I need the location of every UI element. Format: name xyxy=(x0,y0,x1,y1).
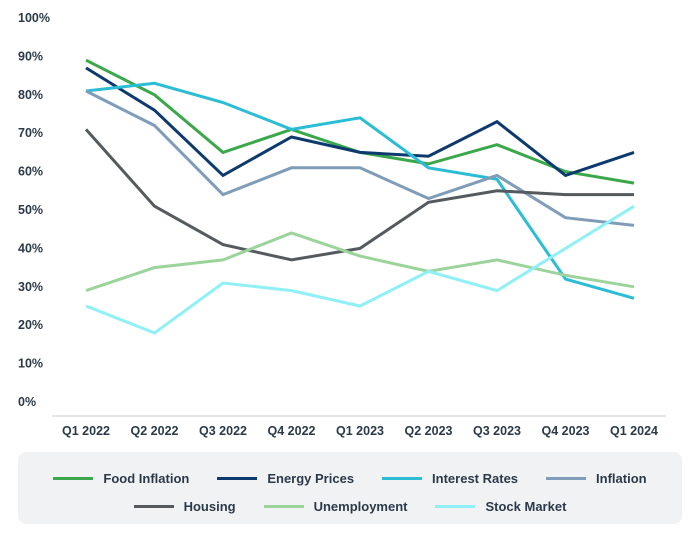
legend-label: Inflation xyxy=(596,470,647,486)
legend-label: Energy Prices xyxy=(267,470,355,486)
legend-label: Food Inflation xyxy=(103,470,190,486)
y-tick-label: 100% xyxy=(18,11,50,25)
y-tick-label: 30% xyxy=(18,280,43,294)
legend-item-interest-rates[interactable]: Interest Rates xyxy=(382,468,518,488)
y-tick-label: 80% xyxy=(18,88,43,102)
legend-item-unemployment[interactable]: Unemployment xyxy=(263,496,408,516)
legend-item-housing[interactable]: Housing xyxy=(133,496,236,516)
y-tick-label: 90% xyxy=(18,49,43,63)
series-line-stock-market[interactable] xyxy=(85,204,635,335)
series-line-interest-rates[interactable] xyxy=(85,81,635,300)
line-chart: 0% 10% 20% 30% 40% 50% 60% 70% 80% 90% 100% Q1 202… xyxy=(18,11,666,438)
legend-item-energy-prices[interactable]: Energy Prices xyxy=(217,468,354,488)
x-tick-label: Q1 2022 xyxy=(62,424,110,438)
x-tick-label: Q2 2022 xyxy=(131,424,179,438)
legend: Food Inflation Energy Prices Interest Ra… xyxy=(18,452,682,524)
legend-swatch xyxy=(263,504,304,508)
x-tick-label: Q4 2023 xyxy=(542,424,590,438)
x-tick-label: Q1 2024 xyxy=(610,424,658,438)
y-tick-label: 50% xyxy=(18,203,43,217)
legend-swatch xyxy=(53,476,94,480)
legend-item-stock-market[interactable]: Stock Market xyxy=(435,496,566,516)
series-line-inflation[interactable] xyxy=(85,89,635,227)
legend-item-food-inflation[interactable]: Food Inflation xyxy=(53,468,189,488)
series-lines xyxy=(84,58,635,335)
y-tick-label: 70% xyxy=(18,126,43,140)
legend-row: Food Inflation Energy Prices Interest Ra… xyxy=(18,468,682,488)
legend-label: Housing xyxy=(183,498,236,514)
x-axis-ticks: Q1 2022 Q2 2022 Q3 2022 Q4 2022 Q1 2023 Q2 20… xyxy=(62,424,658,438)
x-tick-label: Q4 2022 xyxy=(268,424,316,438)
legend-swatch xyxy=(546,476,587,480)
y-tick-label: 0% xyxy=(18,395,36,409)
y-axis-ticks: 0% 10% 20% 30% 40% 50% 60% 70% 80% 90% 100% xyxy=(18,11,50,409)
x-tick-label: Q3 2022 xyxy=(199,424,247,438)
x-tick-label: Q1 2023 xyxy=(336,424,384,438)
y-tick-label: 10% xyxy=(18,357,43,371)
legend-label: Unemployment xyxy=(313,498,408,514)
legend-swatch xyxy=(435,504,476,508)
y-tick-label: 40% xyxy=(18,241,43,255)
y-tick-label: 60% xyxy=(18,165,43,179)
series-line-unemployment[interactable] xyxy=(85,231,635,293)
legend-label: Interest Rates xyxy=(432,470,519,486)
legend-item-inflation[interactable]: Inflation xyxy=(546,468,647,488)
legend-swatch xyxy=(217,476,258,480)
legend-label: Stock Market xyxy=(485,498,567,514)
series-line-energy-prices[interactable] xyxy=(85,66,635,178)
series-line-housing[interactable] xyxy=(84,128,634,262)
x-tick-label: Q2 2023 xyxy=(405,424,453,438)
legend-swatch xyxy=(133,504,174,508)
y-tick-label: 20% xyxy=(18,318,43,332)
x-tick-label: Q3 2023 xyxy=(473,424,521,438)
legend-row: Housing Unemployment Stock Market xyxy=(18,496,682,516)
legend-swatch xyxy=(382,476,423,480)
